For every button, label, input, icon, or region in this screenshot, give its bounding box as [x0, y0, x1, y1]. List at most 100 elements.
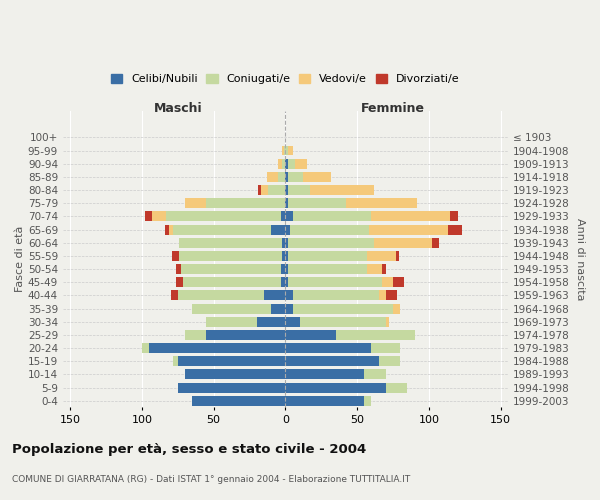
Bar: [179, 251, 283, 261]
Bar: [288, 146, 293, 156]
Bar: [278, 159, 283, 168]
Bar: [371, 343, 400, 353]
Bar: [206, 330, 286, 340]
Bar: [286, 172, 288, 182]
Bar: [281, 264, 286, 274]
Bar: [386, 290, 397, 300]
Bar: [206, 317, 257, 326]
Bar: [293, 212, 371, 222]
Bar: [179, 238, 283, 248]
Bar: [286, 238, 288, 248]
Bar: [448, 224, 462, 234]
Bar: [302, 172, 331, 182]
Bar: [286, 290, 293, 300]
Bar: [379, 290, 386, 300]
Legend: Celibi/Nubili, Coniugati/e, Vedovi/e, Divorziati/e: Celibi/Nubili, Coniugati/e, Vedovi/e, Di…: [107, 69, 464, 88]
Bar: [374, 238, 432, 248]
Bar: [393, 304, 400, 314]
Bar: [295, 159, 307, 168]
Bar: [149, 343, 286, 353]
Bar: [192, 304, 271, 314]
Text: Maschi: Maschi: [154, 102, 202, 115]
Bar: [367, 264, 382, 274]
Bar: [284, 146, 286, 156]
Bar: [286, 251, 288, 261]
Bar: [288, 238, 374, 248]
Bar: [293, 290, 379, 300]
Bar: [281, 212, 286, 222]
Bar: [288, 251, 367, 261]
Bar: [257, 317, 286, 326]
Bar: [268, 185, 286, 195]
Bar: [286, 370, 364, 380]
Bar: [286, 356, 379, 366]
Bar: [300, 317, 386, 326]
Bar: [169, 224, 173, 234]
Bar: [310, 185, 374, 195]
Bar: [364, 396, 371, 406]
Bar: [152, 212, 166, 222]
Text: Femmine: Femmine: [361, 102, 425, 115]
Bar: [286, 343, 371, 353]
Bar: [181, 264, 281, 274]
Bar: [432, 238, 439, 248]
Bar: [367, 251, 396, 261]
Bar: [271, 304, 286, 314]
Bar: [382, 278, 393, 287]
Bar: [286, 396, 364, 406]
Y-axis label: Anni di nascita: Anni di nascita: [575, 218, 585, 300]
Bar: [386, 382, 407, 392]
Bar: [170, 290, 178, 300]
Bar: [288, 198, 346, 208]
Bar: [286, 382, 386, 392]
Bar: [278, 172, 286, 182]
Bar: [185, 198, 206, 208]
Bar: [286, 317, 300, 326]
Bar: [258, 185, 261, 195]
Bar: [142, 343, 149, 353]
Bar: [283, 238, 286, 248]
Bar: [166, 212, 281, 222]
Bar: [364, 370, 386, 380]
Bar: [396, 251, 399, 261]
Bar: [386, 317, 389, 326]
Bar: [288, 264, 367, 274]
Bar: [346, 198, 418, 208]
Bar: [288, 172, 302, 182]
Bar: [178, 290, 264, 300]
Bar: [371, 212, 451, 222]
Bar: [451, 212, 458, 222]
Bar: [335, 330, 415, 340]
Bar: [286, 278, 288, 287]
Bar: [286, 212, 293, 222]
Bar: [176, 264, 181, 274]
Bar: [206, 198, 286, 208]
Bar: [286, 330, 335, 340]
Bar: [267, 172, 278, 182]
Bar: [192, 396, 286, 406]
Bar: [173, 224, 271, 234]
Bar: [184, 278, 281, 287]
Bar: [286, 185, 288, 195]
Bar: [185, 370, 286, 380]
Bar: [261, 185, 268, 195]
Bar: [173, 356, 178, 366]
Bar: [176, 278, 184, 287]
Bar: [178, 356, 286, 366]
Bar: [379, 356, 400, 366]
Bar: [271, 224, 286, 234]
Bar: [172, 251, 179, 261]
Bar: [290, 224, 368, 234]
Text: Popolazione per età, sesso e stato civile - 2004: Popolazione per età, sesso e stato civil…: [12, 442, 366, 456]
Bar: [286, 159, 288, 168]
Bar: [288, 185, 310, 195]
Bar: [281, 278, 286, 287]
Bar: [165, 224, 169, 234]
Text: COMUNE DI GIARRATANA (RG) - Dati ISTAT 1° gennaio 2004 - Elaborazione TUTTITALIA: COMUNE DI GIARRATANA (RG) - Dati ISTAT 1…: [12, 476, 410, 484]
Bar: [185, 330, 206, 340]
Bar: [368, 224, 448, 234]
Y-axis label: Fasce di età: Fasce di età: [15, 226, 25, 292]
Bar: [178, 382, 286, 392]
Bar: [382, 264, 386, 274]
Bar: [145, 212, 152, 222]
